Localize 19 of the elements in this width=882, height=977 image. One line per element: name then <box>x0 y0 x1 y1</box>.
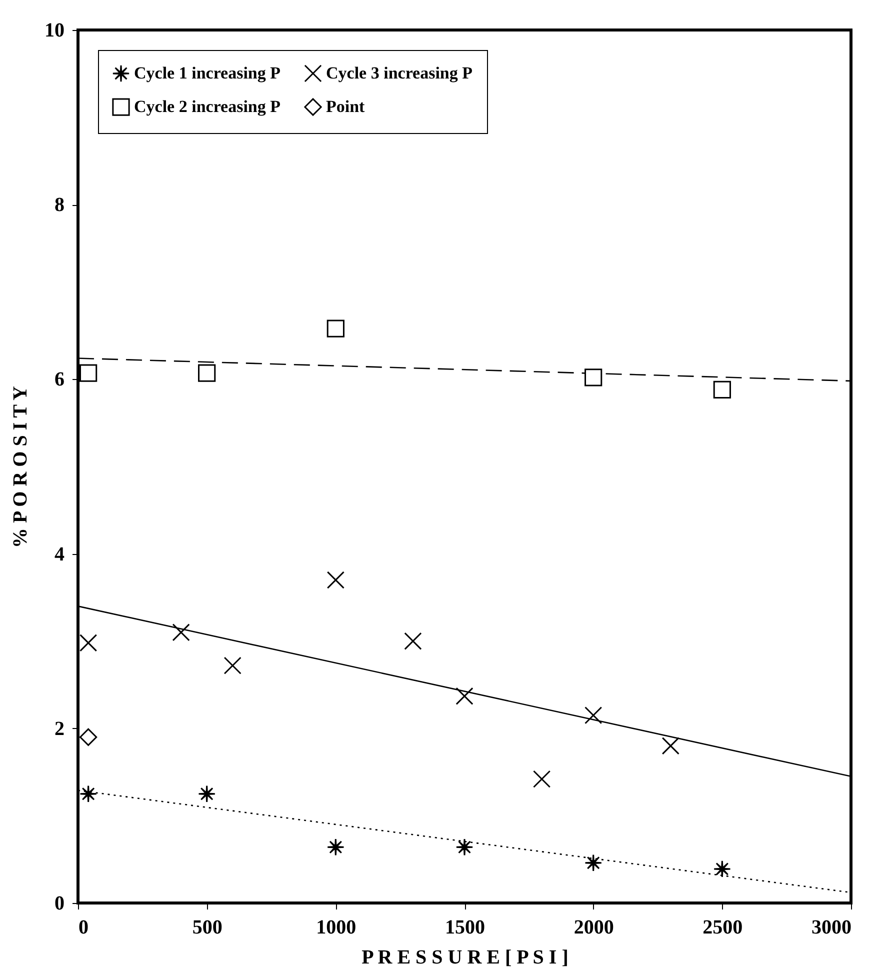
y-tick-label: 10 <box>44 20 64 42</box>
x-tick-label: 1000 <box>316 916 356 938</box>
x-axis-title: P R E S S U R E [ P S I ] <box>362 946 568 968</box>
y-tick-label: 6 <box>54 368 64 391</box>
y-tick-label: 2 <box>54 718 64 740</box>
x-tick-label: 2000 <box>574 916 614 938</box>
legend-label: Cycle 2 increasing P <box>134 97 281 116</box>
y-tick-label: 8 <box>54 194 64 216</box>
y-axis-title: % P O R O S I T Y <box>10 386 32 548</box>
x-tick-label: 3000 <box>812 916 852 938</box>
y-tick-label: 0 <box>54 892 64 914</box>
x-tick-label: 1500 <box>445 916 485 938</box>
x-tick-label: 0 <box>78 916 88 938</box>
x-tick-label: 500 <box>192 916 222 938</box>
legend-label: Point <box>326 97 366 116</box>
legend-label: Cycle 3 increasing P <box>326 63 473 82</box>
y-tick-label: 4 <box>54 543 64 566</box>
x-tick-label: 2500 <box>702 916 743 938</box>
legend-label: Cycle 1 increasing P <box>134 63 281 82</box>
